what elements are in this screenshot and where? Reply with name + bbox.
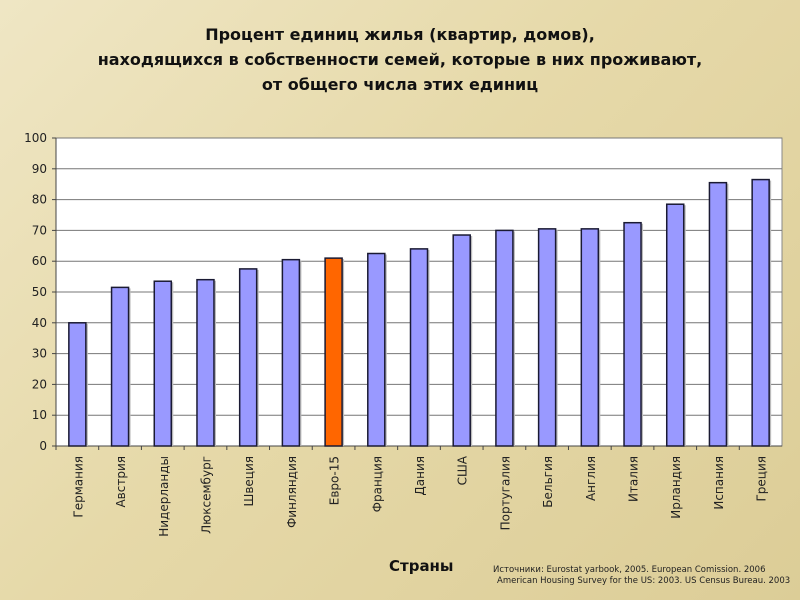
bar bbox=[452, 234, 471, 447]
title-line-1: Процент единиц жилья (квартир, домов), bbox=[205, 25, 595, 44]
x-tick-label: Бельгия bbox=[541, 456, 555, 508]
x-tick-label: Германия bbox=[71, 456, 85, 518]
x-tick-label: Финляндия bbox=[285, 456, 299, 528]
y-tick-label: 100 bbox=[24, 131, 47, 145]
y-tick-label: 20 bbox=[32, 377, 47, 391]
x-tick-label: Испания bbox=[712, 456, 726, 510]
x-tick-label: Швеция bbox=[242, 456, 256, 506]
x-tick-label: Италия bbox=[627, 456, 641, 502]
x-tick-label: США bbox=[456, 455, 470, 485]
bar bbox=[238, 268, 258, 447]
x-tick-label: Нидерланды bbox=[157, 456, 171, 537]
bar bbox=[580, 228, 600, 447]
y-tick-label: 60 bbox=[32, 254, 47, 268]
bar bbox=[495, 229, 514, 447]
bar bbox=[537, 228, 557, 447]
bar bbox=[623, 221, 642, 447]
y-tick-label: 30 bbox=[32, 347, 47, 361]
y-tick-label: 70 bbox=[32, 223, 47, 237]
y-tick-label: 80 bbox=[32, 193, 47, 207]
x-tick-label: Австрия bbox=[114, 456, 128, 508]
bar bbox=[153, 280, 173, 447]
x-tick-label: Ирландия bbox=[669, 456, 683, 519]
bar bbox=[324, 257, 343, 447]
y-tick-label: 10 bbox=[32, 408, 47, 422]
x-tick-label: Дания bbox=[413, 456, 427, 496]
source-note-2: American Housing Survey for the US: 2003… bbox=[497, 576, 791, 586]
bar bbox=[281, 258, 301, 447]
bar bbox=[367, 252, 386, 447]
x-tick-label: Евро-15 bbox=[328, 456, 342, 505]
bar bbox=[110, 286, 130, 447]
x-tick-label: Люксембург bbox=[199, 456, 213, 534]
title-line-3: от общего числа этих единиц bbox=[261, 75, 539, 94]
title-line-2: находящихся в собственности семей, котор… bbox=[97, 50, 703, 69]
bar bbox=[751, 178, 770, 447]
x-tick-label: Англия bbox=[584, 456, 598, 501]
y-tick-label: 50 bbox=[32, 285, 47, 299]
bar bbox=[665, 203, 685, 447]
bar bbox=[409, 248, 429, 447]
y-tick-label: 0 bbox=[39, 439, 47, 453]
x-axis-title: Страны bbox=[389, 557, 454, 575]
x-tick-label: Франция bbox=[370, 456, 384, 512]
y-tick-label: 90 bbox=[32, 162, 47, 176]
bar bbox=[68, 322, 87, 447]
x-tick-label: Греция bbox=[755, 456, 769, 502]
y-tick-label: 40 bbox=[32, 316, 47, 330]
bar bbox=[196, 278, 215, 447]
source-note-1: Источники: Eurostat yarbook, 2005. Europ… bbox=[493, 565, 766, 575]
x-tick-label: Португалия bbox=[498, 456, 512, 530]
chart-title: Процент единиц жилья (квартир, домов), н… bbox=[0, 22, 800, 97]
bar bbox=[708, 181, 728, 447]
